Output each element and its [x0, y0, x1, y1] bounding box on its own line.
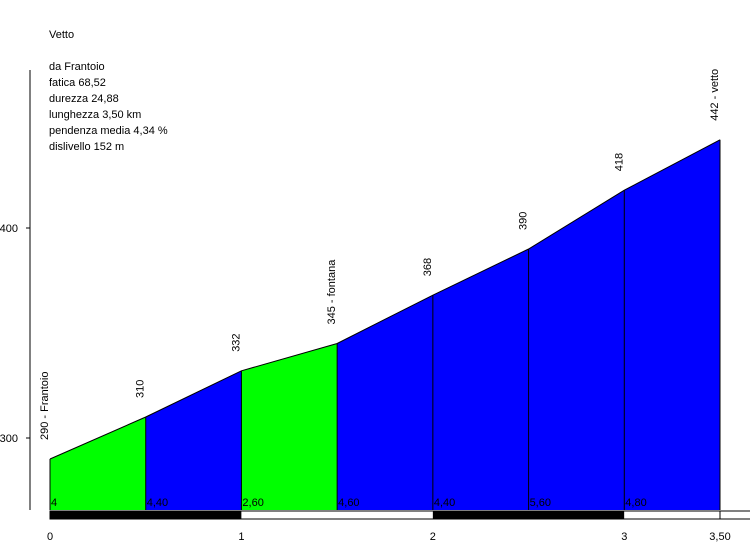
km-bar-segment	[50, 511, 242, 519]
segment-gradient-label: 4,40	[434, 497, 455, 509]
segment-gradient-label: 2,60	[242, 497, 263, 509]
km-bar-segment	[432, 511, 625, 519]
profile-segment	[624, 139, 720, 511]
segment-gradient-label: 4,40	[147, 497, 168, 509]
x-tick-label: 2	[430, 531, 436, 543]
info-line-dislivello: dislivello 152 m	[49, 141, 125, 153]
info-line-pendenza: pendenza media 4,34 %	[49, 125, 168, 137]
km-bar-segment	[241, 511, 433, 519]
info-line-durezza: durezza 24,88	[49, 93, 119, 105]
segment-gradient-label: 4	[51, 497, 57, 509]
km-bar-outline	[49, 510, 721, 520]
x-tick-label: 0	[47, 531, 53, 543]
segment-gradient-label: 5,60	[530, 497, 551, 509]
info-line-start: da Frantoio	[49, 61, 105, 73]
profile-segment	[241, 343, 338, 510]
elevation-label: 332	[230, 333, 242, 351]
profile-segment	[337, 295, 433, 510]
y-tick-label: 400	[0, 223, 18, 235]
x-tick-label: 1	[238, 531, 244, 543]
profile-outline	[49, 139, 721, 460]
elevation-label: 310	[135, 380, 147, 398]
profile-segment	[50, 417, 146, 510]
segment-gradient-label: 4,60	[338, 497, 359, 509]
segment-gradient-label: 4,80	[625, 497, 646, 509]
x-tick-label: 3,50	[709, 531, 730, 543]
profile-segment	[432, 249, 529, 510]
elevation-label: 368	[422, 258, 434, 276]
x-tick-label: 3	[621, 531, 627, 543]
elevation-label: 345 - fontana	[326, 259, 338, 325]
info-line-lunghezza: lunghezza 3,50 km	[49, 109, 142, 121]
info-line-fatica: fatica 68,52	[49, 77, 106, 89]
y-tick-label: 300	[0, 433, 18, 445]
chart-title: Vetto	[49, 29, 75, 41]
km-bar-segment	[624, 511, 720, 519]
elevation-label: 442 - vetto	[709, 69, 721, 121]
elevation-label: 390	[518, 212, 530, 230]
elevation-label: 418	[613, 153, 625, 171]
profile-segment	[145, 370, 242, 510]
profile-segment	[528, 190, 625, 510]
elevation-label: 290 - Frantoio	[39, 372, 51, 440]
